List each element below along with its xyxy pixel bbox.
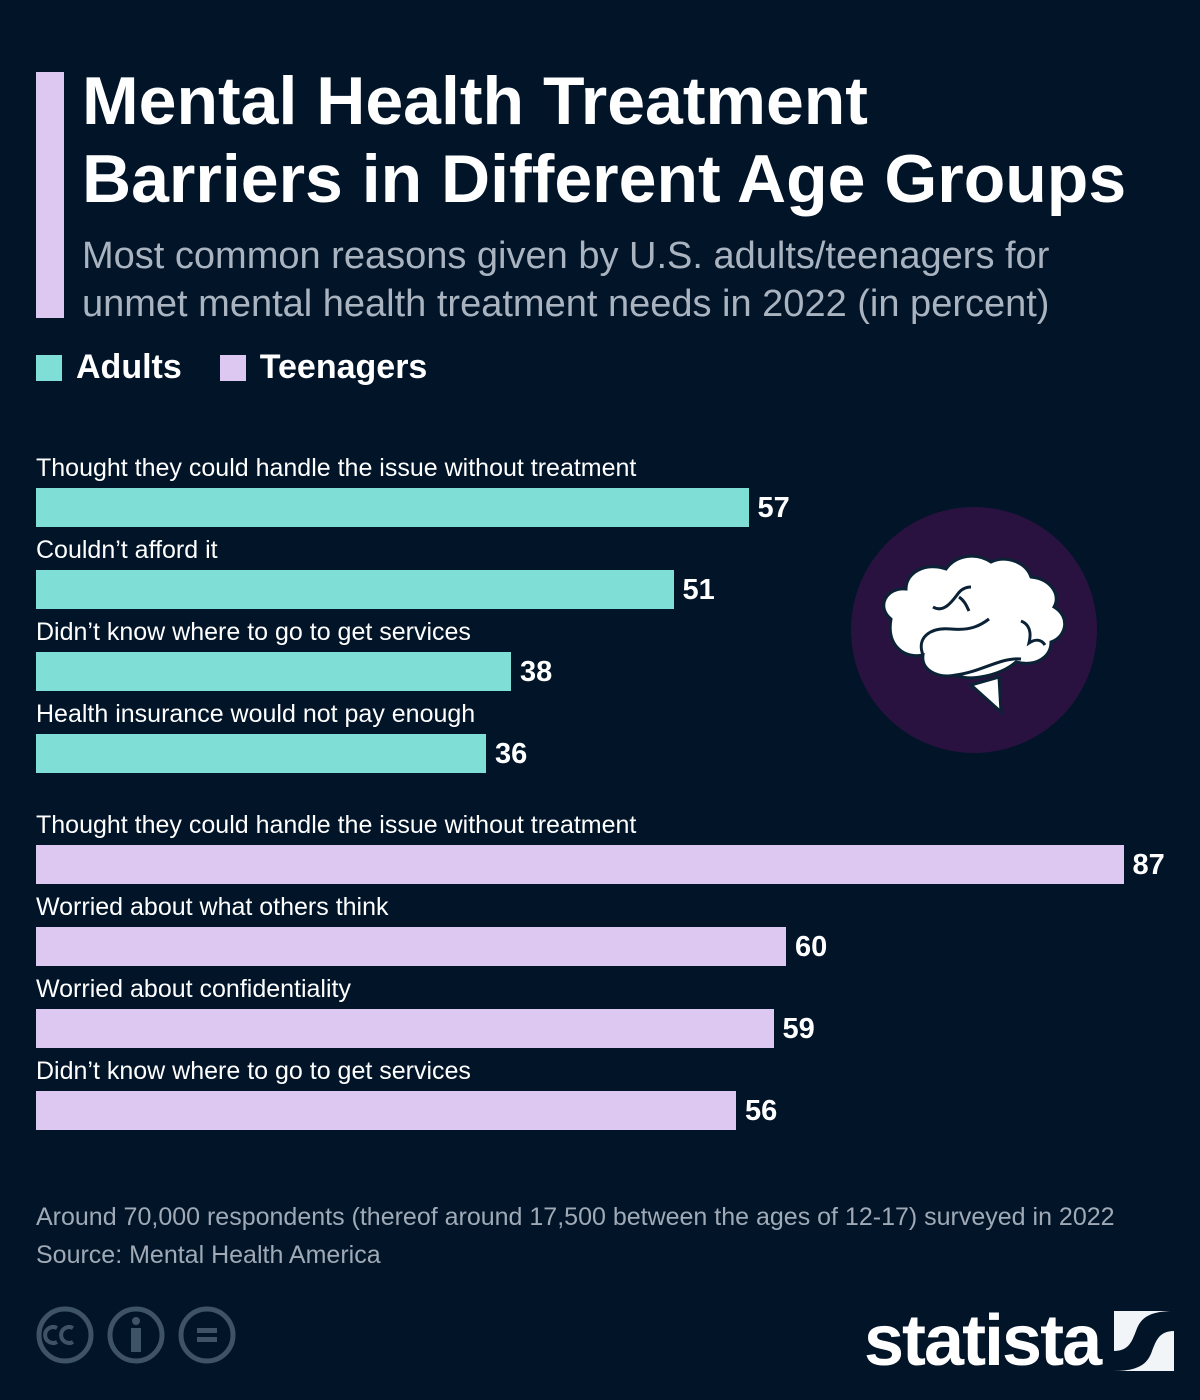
bar-label: Couldn’t afford it: [36, 536, 218, 564]
legend-teenagers: Teenagers: [219, 348, 428, 387]
bar-label: Worried about what others think: [36, 893, 389, 921]
bar-teenagers: [36, 1091, 736, 1130]
title-accent-bar: [36, 72, 64, 318]
attribution-icon[interactable]: [107, 1306, 165, 1364]
title-line-2: Barriers in Different Age Groups: [82, 141, 1127, 217]
bar-value-label: 60: [795, 931, 828, 963]
bar-value-label: 36: [495, 738, 528, 770]
bar-value-label: 59: [782, 1013, 815, 1045]
survey-note: Around 70,000 respondents (thereof aroun…: [36, 1203, 1115, 1231]
legend-swatch-teenagers: [219, 354, 246, 381]
title-line-1: Mental Health Treatment: [82, 63, 868, 139]
bar-label: Health insurance would not pay enough: [36, 700, 476, 728]
brain-icon: [851, 507, 1097, 753]
legend-swatch-adults: [36, 354, 62, 381]
legend: Adults Teenagers: [36, 348, 465, 387]
statista-logo[interactable]: statista: [864, 1300, 1175, 1382]
legend-adults: Adults: [36, 348, 182, 387]
bar-value-label: 56: [745, 1095, 778, 1127]
bar-label: Thought they could handle the issue with…: [36, 454, 637, 482]
bar-teenagers: [36, 1009, 774, 1048]
bar-adults: [36, 652, 511, 691]
statista-logo-icon: [1114, 1311, 1175, 1371]
subtitle-line-2: unmet mental health treatment needs in 2…: [82, 283, 1050, 325]
bar-label: Worried about confidentiality: [36, 975, 351, 1003]
bar-adults: [36, 570, 674, 609]
legend-label-adults: Adults: [76, 348, 182, 386]
bar-teenagers: [36, 927, 786, 966]
bar-label: Thought they could handle the issue with…: [36, 811, 637, 839]
bar-label: Didn’t know where to go to get services: [36, 618, 471, 646]
bar-adults: [36, 734, 486, 773]
chart-subtitle: Most common reasons given by U.S. adults…: [82, 232, 1049, 328]
bar-value-label: 57: [757, 492, 790, 524]
source-note: Source: Mental Health America: [36, 1241, 381, 1269]
bar-value-label: 38: [520, 656, 553, 688]
subtitle-line-1: Most common reasons given by U.S. adults…: [82, 235, 1050, 277]
no-derivatives-icon[interactable]: [178, 1306, 236, 1364]
bar-value-label: 87: [1132, 849, 1165, 881]
bar-value-label: 51: [682, 574, 715, 606]
bar-adults: [36, 488, 749, 527]
license-icons: [36, 1306, 236, 1364]
chart-title: Mental Health Treatment Barriers in Diff…: [82, 62, 1126, 218]
statista-wordmark: statista: [864, 1301, 1102, 1381]
bar-label: Didn’t know where to go to get services: [36, 1057, 471, 1085]
cc-icon[interactable]: [36, 1306, 94, 1364]
legend-label-teenagers: Teenagers: [259, 348, 428, 386]
footnote: Around 70,000 respondents (thereof aroun…: [36, 1198, 1115, 1274]
bar-teenagers: [36, 845, 1124, 884]
